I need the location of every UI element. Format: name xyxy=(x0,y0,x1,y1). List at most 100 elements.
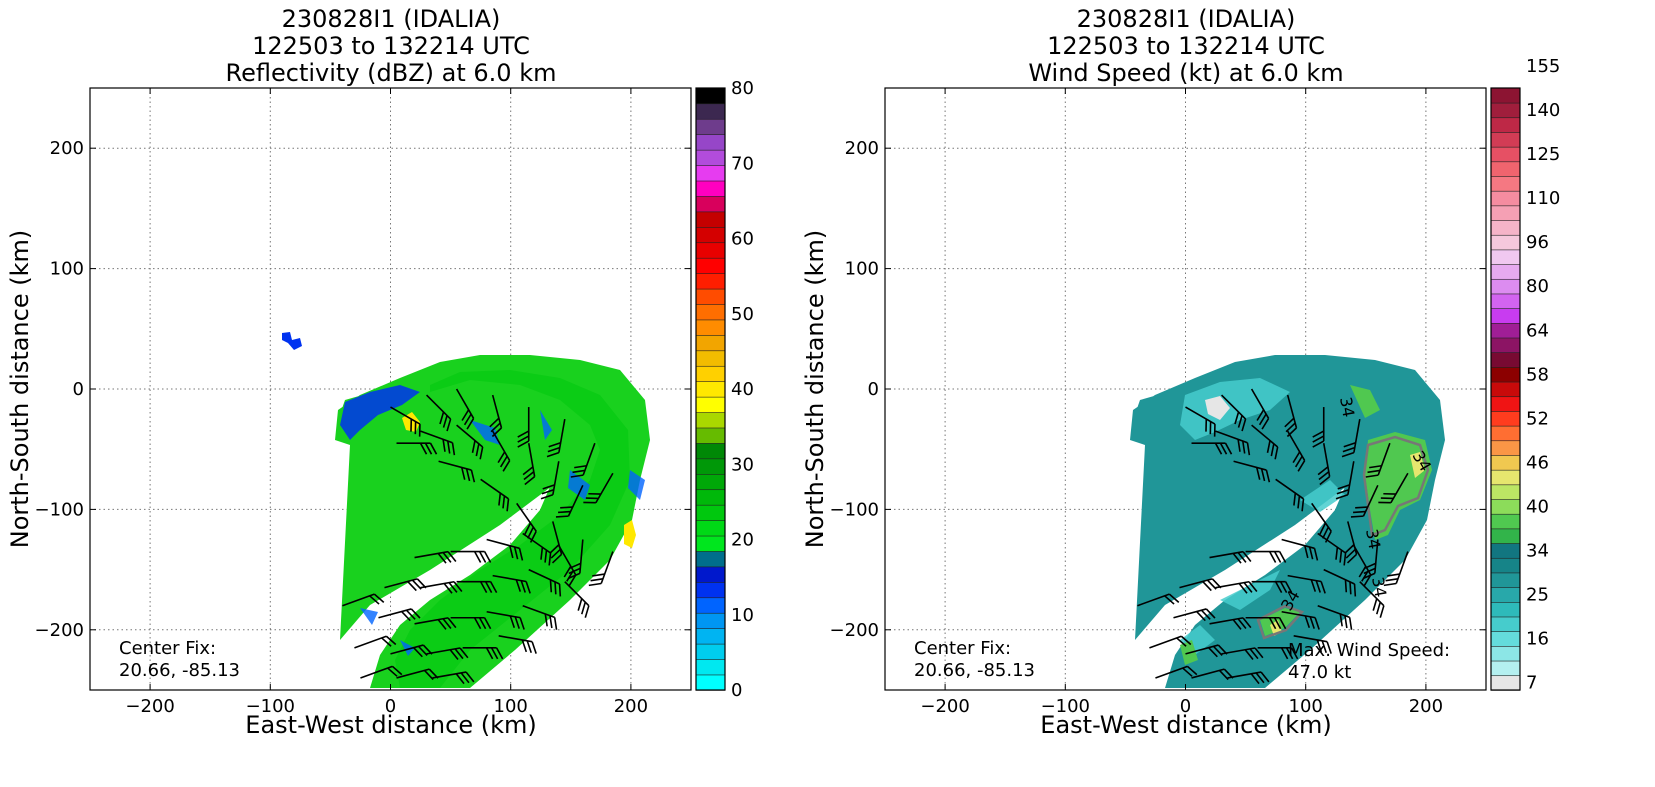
wind-barb-staff xyxy=(492,574,527,583)
wind-barb-flag xyxy=(1182,667,1193,677)
colorbar-segment xyxy=(1490,498,1521,515)
wind-barb-flag xyxy=(513,546,519,560)
wind-barb xyxy=(1227,671,1270,685)
wind-barb-flag xyxy=(478,617,487,630)
colorbar-segment xyxy=(695,380,726,398)
wind-barb-flag xyxy=(558,583,562,597)
wind-barb-flag xyxy=(1244,649,1254,661)
colorbar-segment xyxy=(1490,249,1521,265)
wind-barb-staff xyxy=(491,394,503,429)
wind-barb-flag xyxy=(524,522,532,535)
wind-barb xyxy=(1220,394,1247,432)
wind-barb xyxy=(555,484,584,518)
wind-barb-flag xyxy=(1278,551,1287,563)
wind-barb-flag xyxy=(518,548,524,561)
wind-barb-flag xyxy=(558,510,571,514)
wind-barb-flag xyxy=(479,446,484,460)
wind-barb-flag xyxy=(1232,552,1242,564)
reflectivity-colorbar: 0 10 20 30 40 50 60 70 80 xyxy=(695,78,754,701)
wind-barb-flag xyxy=(447,551,457,562)
panel-title-line3: Wind Speed (kt) at 6.0 km xyxy=(1028,59,1343,87)
wind-barb xyxy=(1149,635,1192,649)
wind-barb-flag xyxy=(515,579,522,592)
colorbar-segment xyxy=(695,319,726,336)
wind-barb-flag xyxy=(1286,427,1298,438)
wind-barb xyxy=(528,568,562,597)
wind-barb-staff xyxy=(354,635,387,649)
wind-barb-flag xyxy=(547,446,561,453)
wind-barb-flag xyxy=(541,489,554,495)
colorbar-segment xyxy=(695,566,726,583)
wind-barb xyxy=(1317,443,1331,486)
rainband-inner xyxy=(395,370,630,688)
wind-barb-flag xyxy=(489,581,498,594)
axis-ticks: −200 −100 0 100 200 −200 −100 0 100 200 xyxy=(35,88,691,717)
wind-barbs xyxy=(1137,388,1409,685)
wind-barb-flag xyxy=(453,581,463,593)
wind-barb-flag xyxy=(1254,647,1264,659)
wind-barb-flag xyxy=(385,635,397,646)
wind-barb-flag xyxy=(499,455,508,468)
colorbar-segment xyxy=(695,396,726,413)
wind-barb-flag xyxy=(475,443,480,457)
wind-barb xyxy=(1287,574,1326,594)
wind-barb-staff xyxy=(420,430,453,444)
colorbar-tick-label: 125 xyxy=(1526,144,1560,165)
wind-barb-flag xyxy=(1380,497,1394,500)
wind-barb-staff xyxy=(1287,574,1322,583)
x-tick-label: 200 xyxy=(614,696,648,717)
colorbar-tick-label: 40 xyxy=(731,379,754,400)
wind-barb-flag xyxy=(1265,469,1271,483)
contour-label: 34 xyxy=(1336,395,1358,418)
wind-barb-flag xyxy=(1312,430,1325,438)
wind-barb-flag xyxy=(1256,409,1265,421)
colorbar-segment xyxy=(695,411,726,429)
wind-barb-staff xyxy=(1173,608,1207,619)
colorbar-segment xyxy=(695,597,726,614)
wind-barb-staff xyxy=(426,647,461,655)
wind-barb-flag xyxy=(429,442,438,455)
wind-barb-flag xyxy=(439,411,445,425)
wind-barb-flag xyxy=(1218,669,1229,681)
wind-barb xyxy=(438,460,476,483)
wind-barb-flag xyxy=(509,545,514,559)
wind-barb-flag xyxy=(454,648,464,660)
max-wind-label: Max. Wind Speed: xyxy=(1288,640,1450,661)
x-tick-label: 100 xyxy=(494,696,528,717)
wind-barb-flag xyxy=(369,595,380,605)
wind-barb xyxy=(486,610,525,630)
wind-barb xyxy=(583,472,614,504)
colorbar-tick-label: 58 xyxy=(1526,364,1549,385)
wind-barb-flag xyxy=(560,506,573,509)
colorbar-segment xyxy=(1490,381,1521,398)
wind-barb-flag xyxy=(1378,501,1391,504)
wind-barb-flag xyxy=(1355,506,1368,509)
wind-barb-flag xyxy=(1316,639,1323,653)
wind-barb-flag xyxy=(1285,647,1294,660)
isolated-echo xyxy=(282,332,302,350)
colorbar-segment xyxy=(1490,410,1521,427)
wind-barb-flag xyxy=(1232,619,1242,630)
colorbar-segment xyxy=(1490,366,1521,383)
wind-barb xyxy=(540,461,560,500)
wind-barb-flag xyxy=(419,442,428,455)
wind-barb xyxy=(414,550,457,564)
colorbar-segment xyxy=(1490,263,1521,280)
x-tick-label: 0 xyxy=(1180,696,1191,717)
wind-barb xyxy=(426,647,469,661)
wind-barb-flag xyxy=(1308,546,1314,560)
colorbar-frame xyxy=(1490,87,1521,691)
wind-barb-flag xyxy=(1361,570,1369,582)
wind-barb xyxy=(1281,610,1320,630)
y-tick-label: 200 xyxy=(50,138,84,159)
wind-barb-flag xyxy=(521,639,528,653)
colorbar-segment xyxy=(1490,616,1521,632)
wind-barb-flag xyxy=(405,609,416,620)
wind-barb-staff xyxy=(1395,551,1409,584)
wind-barb-flag xyxy=(466,418,475,430)
wind-barb-flag xyxy=(517,440,530,448)
colorbar-segment xyxy=(1490,102,1521,119)
wind-barb-staff xyxy=(564,581,590,607)
wind-barb xyxy=(354,635,397,649)
colorbar-segment xyxy=(695,226,726,244)
